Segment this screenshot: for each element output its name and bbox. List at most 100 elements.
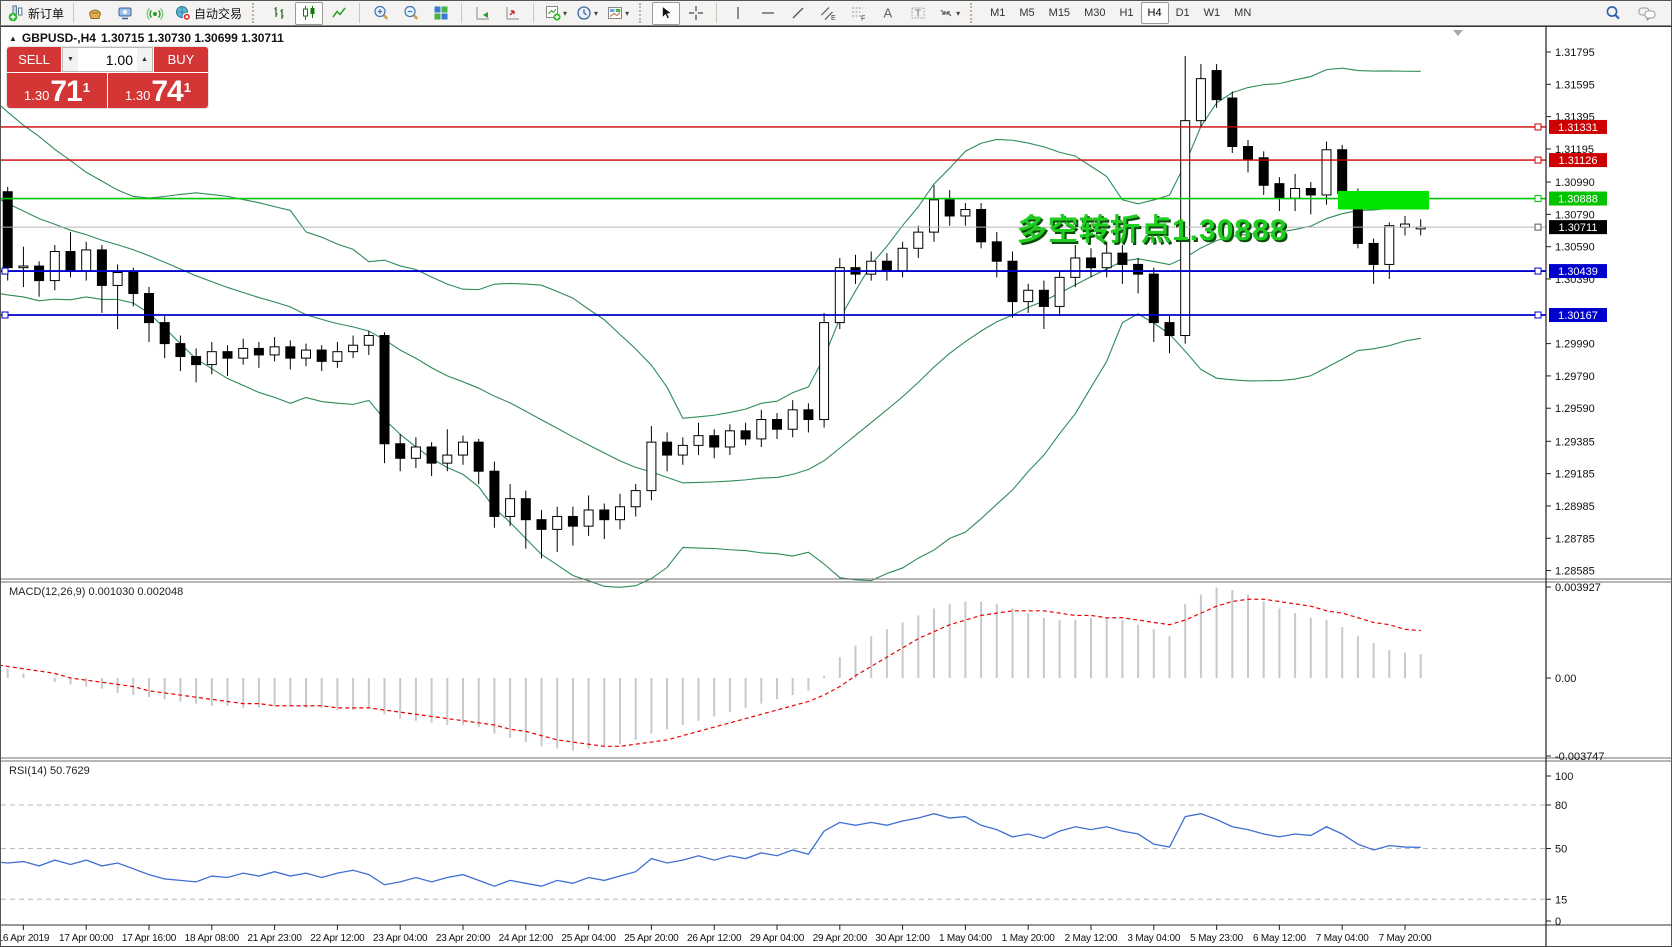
svg-text:7 May 20:00: 7 May 20:00 — [1379, 933, 1432, 944]
periods-button[interactable]: ▾ — [572, 2, 601, 25]
buy-button[interactable]: BUY — [154, 47, 208, 72]
svg-text:15: 15 — [1555, 894, 1567, 906]
text-label-button[interactable]: T — [904, 2, 932, 25]
price-axis[interactable]: 1.317951.315951.313951.311951.309901.307… — [1546, 47, 1607, 928]
buy-price[interactable]: 1.30 74 1 — [108, 73, 208, 108]
community-button[interactable] — [111, 2, 139, 25]
svg-text:1.30439: 1.30439 — [1558, 266, 1598, 278]
timeframe-M1[interactable]: M1 — [990, 7, 1006, 19]
timeframe-M30[interactable]: M30 — [1084, 7, 1106, 19]
volume-decrease-button[interactable]: ▼ — [63, 48, 78, 71]
toolbar-grip[interactable] — [639, 3, 645, 23]
svg-text:26 Apr 12:00: 26 Apr 12:00 — [687, 933, 742, 944]
green-zone-rect[interactable] — [1338, 190, 1429, 210]
timeframe-MN[interactable]: MN — [1234, 7, 1252, 19]
chart-annotation-text[interactable]: 多空转折点1.30888 — [1017, 214, 1288, 247]
tile-windows-button[interactable] — [427, 2, 455, 25]
svg-text:1.31795: 1.31795 — [1555, 47, 1595, 59]
zoom-out-button[interactable] — [397, 2, 425, 25]
sell-button[interactable]: SELL — [7, 47, 61, 72]
svg-text:30 Apr 12:00: 30 Apr 12:00 — [875, 933, 930, 944]
svg-text:RSI(14) 50.7629: RSI(14) 50.7629 — [9, 765, 90, 777]
new-chart-icon — [546, 6, 561, 21]
toolbar-grip[interactable] — [970, 3, 976, 23]
autotrading-button[interactable]: 自动交易 — [171, 2, 245, 25]
svg-text:23 Apr 04:00: 23 Apr 04:00 — [373, 933, 428, 944]
market-button[interactable] — [81, 2, 109, 25]
candlestick-chart-button[interactable] — [295, 1, 324, 25]
signals-button[interactable] — [141, 2, 169, 25]
svg-text:23 Apr 20:00: 23 Apr 20:00 — [436, 933, 491, 944]
rsi-pane — [1, 813, 1421, 887]
sell-price-pips: 71 — [50, 75, 82, 108]
svg-text:16 Apr 2019: 16 Apr 2019 — [1, 933, 50, 944]
timeframe-H4[interactable]: H4 — [1140, 2, 1169, 24]
templates-button[interactable]: ▾ — [603, 2, 632, 25]
date-axis[interactable]: 16 Apr 2019 17 Apr 00:00 17 Apr 16:00 18 Ap… — [1, 925, 1432, 944]
svg-text:1.28985: 1.28985 — [1555, 501, 1595, 513]
timeframe-H1[interactable]: H1 — [1119, 7, 1134, 19]
periods-icon — [577, 6, 591, 20]
text-icon: A — [884, 6, 893, 21]
svg-text:7 May 04:00: 7 May 04:00 — [1316, 933, 1369, 944]
chart-shift-marker[interactable] — [1453, 30, 1463, 36]
volume-input[interactable] — [78, 48, 137, 71]
buy-price-point: 1 — [183, 80, 191, 95]
search-button[interactable] — [1599, 2, 1627, 25]
dropdown-caret[interactable]: ▾ — [625, 8, 630, 18]
equidistant-channel-icon: E — [821, 7, 836, 22]
chat-icon — [1638, 7, 1656, 21]
svg-text:29 Apr 20:00: 29 Apr 20:00 — [813, 933, 868, 944]
equidistant-channel-button[interactable]: E — [814, 2, 842, 25]
line-chart-button[interactable] — [325, 2, 353, 25]
timeframe-W1[interactable]: W1 — [1203, 7, 1221, 19]
horizontal-line-button[interactable] — [754, 2, 782, 25]
horizontal-lines[interactable] — [1, 123, 1546, 319]
arrows-button[interactable]: ▾ — [934, 2, 963, 25]
separator — [461, 3, 463, 23]
timeframe-D1[interactable]: D1 — [1175, 7, 1190, 19]
svg-text:1.30888: 1.30888 — [1558, 194, 1598, 206]
crosshair-button[interactable] — [682, 2, 710, 25]
separator — [716, 3, 718, 23]
arrows-icon — [940, 9, 952, 17]
svg-text:22 Apr 12:00: 22 Apr 12:00 — [310, 933, 365, 944]
svg-text:E: E — [831, 15, 836, 22]
trendline-button[interactable] — [784, 2, 812, 25]
sell-price[interactable]: 1.30 71 1 — [7, 73, 107, 108]
cursor-button[interactable] — [652, 1, 681, 25]
separator — [359, 3, 361, 23]
chart-shift-button[interactable] — [499, 2, 527, 25]
dropdown-caret[interactable]: ▾ — [563, 8, 568, 18]
volume-increase-button[interactable]: ▲ — [137, 48, 152, 71]
vertical-line-button[interactable] — [724, 2, 752, 25]
toolbar-grip[interactable] — [252, 3, 258, 23]
sell-price-figure: 1.30 — [24, 88, 50, 103]
bar-chart-button[interactable] — [265, 2, 293, 25]
vertical-line-icon — [737, 7, 739, 19]
dropdown-caret[interactable]: ▾ — [594, 8, 599, 18]
svg-text:1.29790: 1.29790 — [1555, 371, 1595, 383]
svg-text:T: T — [915, 9, 921, 20]
timeframe-M5[interactable]: M5 — [1019, 7, 1035, 19]
svg-text:50: 50 — [1555, 844, 1567, 856]
trendline-icon — [792, 7, 804, 19]
text-button[interactable]: A — [874, 2, 902, 25]
zoom-in-button[interactable] — [367, 2, 395, 25]
svg-text:1.29590: 1.29590 — [1555, 403, 1595, 415]
pane-frames: MACD(12,26,9) 0.001030 0.002048 RSI(14) 5… — [1, 26, 1672, 947]
auto-scroll-button[interactable] — [469, 2, 497, 25]
chart-header: ▲ GBPUSD-,H4 1.30715 1.30730 1.30699 1.3… — [9, 31, 284, 45]
svg-text:1.28785: 1.28785 — [1555, 533, 1595, 545]
new-order-button[interactable]: 新订单 — [5, 2, 67, 25]
svg-text:-0.003747: -0.003747 — [1555, 751, 1605, 763]
fibonacci-button[interactable]: F — [844, 2, 872, 25]
collapse-panel-icon[interactable]: ▲ — [9, 33, 17, 43]
svg-text:17 Apr 16:00: 17 Apr 16:00 — [122, 933, 177, 944]
chat-button[interactable] — [1633, 2, 1661, 25]
timeframe-M15[interactable]: M15 — [1048, 7, 1071, 19]
dropdown-caret[interactable]: ▾ — [956, 8, 961, 18]
new-chart-button[interactable]: ▾ — [541, 2, 570, 25]
